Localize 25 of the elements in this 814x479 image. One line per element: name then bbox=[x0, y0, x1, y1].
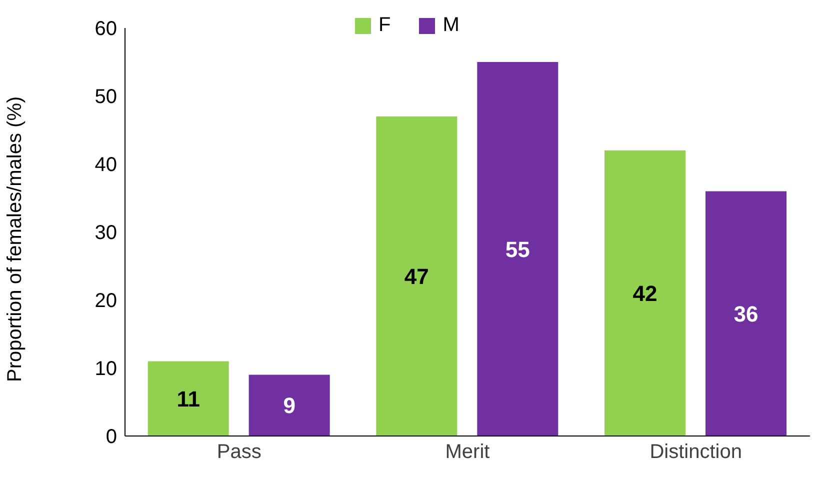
legend-label: F bbox=[378, 14, 391, 37]
data-label: 42 bbox=[632, 281, 658, 306]
y-tick-label: 60 bbox=[94, 18, 117, 40]
legend-label: M bbox=[442, 14, 460, 37]
x-tick-label: Pass bbox=[216, 441, 262, 464]
data-label: 55 bbox=[505, 236, 530, 262]
bar bbox=[148, 361, 229, 436]
data-label: 9 bbox=[283, 393, 296, 418]
bar bbox=[376, 116, 458, 436]
bar bbox=[706, 191, 786, 436]
x-tick-label: Merit bbox=[445, 441, 490, 464]
data-label: 47 bbox=[404, 264, 429, 290]
bar bbox=[248, 374, 330, 436]
data-label: 36 bbox=[734, 301, 758, 326]
bar bbox=[477, 62, 558, 436]
y-tick-label: 20 bbox=[94, 290, 117, 312]
y-axis-title: Proportion of females/males (%) bbox=[4, 96, 26, 382]
x-tick-label: Distinction bbox=[650, 441, 742, 464]
y-tick-label: 10 bbox=[94, 358, 117, 380]
y-tick-label: 30 bbox=[94, 222, 117, 244]
data-label: 11 bbox=[176, 386, 200, 412]
y-tick-label: 50 bbox=[94, 86, 117, 108]
y-tick-label: 0 bbox=[106, 426, 117, 448]
y-tick-label: 40 bbox=[94, 154, 117, 176]
bar bbox=[604, 150, 686, 436]
